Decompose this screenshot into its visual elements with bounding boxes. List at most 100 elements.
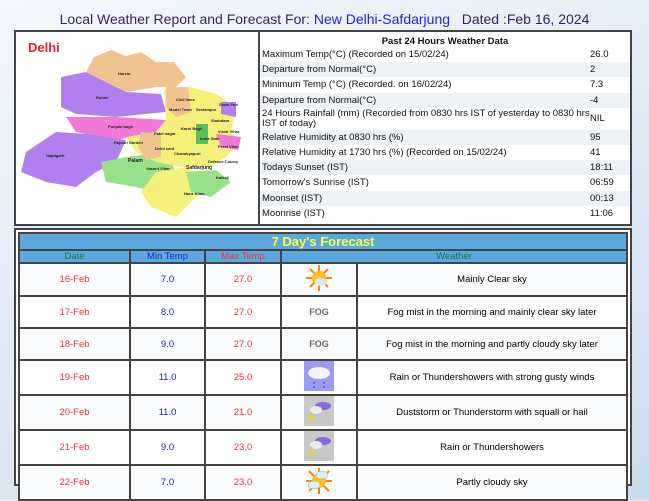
forecast-row: 20-Feb 11.0 21.0 Duststorm or Thunderstorm … — [18, 394, 628, 431]
forecast-max-temp: 23.0 — [204, 429, 282, 466]
delhi-map: Delhi Narela Rohini Civil lines Model To… — [16, 32, 260, 224]
map-labels: Narela Rohini Civil lines Model Town See… — [46, 71, 240, 196]
forecast-row: 16-Feb 7.0 27.0 Mainly Clear sky — [18, 262, 628, 297]
svg-text:Shahdara: Shahdara — [211, 118, 230, 123]
forecast-date: 20-Feb — [18, 394, 131, 431]
forecast-min-temp: 11.0 — [129, 394, 206, 431]
data-label: Moonset (IST) — [262, 192, 323, 204]
forecast-date: 19-Feb — [18, 359, 131, 396]
data-row: Maximum Temp(°C) (Recorded on 15/02/24) 2… — [260, 47, 630, 62]
svg-text:Hauz Khas: Hauz Khas — [184, 191, 205, 196]
svg-text:Vivek Vihar: Vivek Vihar — [218, 129, 240, 134]
past-24-hours-data: Past 24 Hours Weather Data Maximum Temp(… — [260, 32, 630, 224]
svg-text:Safdarjung: Safdarjung — [186, 165, 212, 171]
col-weather: Weather — [280, 249, 628, 264]
data-label: Tomorrow's Sunrise (IST) — [262, 177, 369, 189]
thunderstorm-icon — [304, 431, 334, 464]
svg-text:Preet Vihar: Preet Vihar — [218, 144, 239, 149]
forecast-weather: Rain or Thundershowers — [356, 429, 628, 466]
data-value: 11:06 — [590, 207, 614, 219]
svg-text:Delhi cant: Delhi cant — [155, 146, 175, 151]
thunderstorm-icon — [304, 396, 334, 429]
forecast-max-temp: 27.0 — [204, 327, 282, 361]
svg-text:Rohini: Rohini — [96, 95, 108, 100]
location: New Delhi-Safdarjung — [313, 11, 451, 27]
weather-icon-cell: FOG — [280, 327, 358, 361]
forecast-row: 18-Feb 9.0 27.0 FOG Fog mist in the morning … — [18, 327, 628, 361]
svg-text:Punjabi bagh: Punjabi bagh — [108, 124, 134, 129]
map-title: Delhi — [28, 40, 60, 55]
data-value: 00:13 — [590, 192, 614, 204]
data-value: -4 — [590, 94, 599, 106]
svg-text:Sewa Puri: Sewa Puri — [219, 102, 238, 107]
svg-text:Narela: Narela — [118, 71, 131, 76]
fog-icon: FOG — [309, 338, 329, 349]
svg-text:Palam: Palam — [128, 158, 143, 164]
map-image: Narela Rohini Civil lines Model Town See… — [21, 50, 241, 217]
data-label: Moonrise (IST) — [262, 207, 325, 219]
weather-icon-cell — [280, 429, 358, 466]
forecast-panel: 7 Day's Forecast Date Min Temp Max Temp … — [14, 228, 632, 501]
forecast-max-temp: 25.0 — [204, 359, 282, 396]
data-row: Relative Humidity at 1730 hrs (%) (Recor… — [260, 145, 630, 160]
svg-text:Rajouri Garden: Rajouri Garden — [114, 140, 143, 145]
data-row: Todays Sunset (IST) 18:11 — [260, 160, 630, 176]
data-label: Minimum Temp (°C) (Recorded. on 16/02/24… — [262, 79, 452, 91]
forecast-row: 19-Feb 11.0 25.0 Rain or Thundershowers wit… — [18, 359, 628, 396]
forecast-date: 22-Feb — [18, 464, 131, 501]
forecast-weather: Mainly Clear sky — [356, 262, 628, 297]
forecast-max-temp: 23.0 — [204, 464, 282, 501]
data-row: Tomorrow's Sunrise (IST) 06:59 — [260, 175, 630, 190]
data-row: Departure from Normal(°C) 2 — [260, 62, 630, 78]
data-value: 2 — [590, 64, 596, 76]
data-row: 24 Hours Rainfall (mm) (Recorded from 08… — [260, 108, 630, 130]
current-weather-panel: Delhi Narela Rohini Civil lines Model To… — [14, 30, 632, 226]
data-label: Maximum Temp(°C) (Recorded on 15/02/24) — [262, 49, 449, 61]
col-max-temp: Max Temp — [204, 249, 282, 264]
forecast-max-temp: 27.0 — [204, 295, 282, 329]
forecast-min-temp: 11.0 — [129, 359, 206, 396]
col-min-temp: Min Temp — [129, 249, 206, 264]
svg-text:Patel nagar: Patel nagar — [154, 131, 176, 136]
forecast-date: 18-Feb — [18, 327, 131, 361]
forecast-weather: Fog mist in the morning and mainly clear… — [356, 295, 628, 329]
data-row: Departure from Normal(°C) -4 — [260, 92, 630, 108]
svg-text:Najafgarh: Najafgarh — [46, 153, 65, 158]
data-value: NIL — [590, 112, 605, 124]
forecast-min-temp: 8.0 — [129, 295, 206, 329]
svg-text:Defence Colony: Defence Colony — [208, 159, 239, 164]
data-label: 24 Hours Rainfall (mm) (Recorded from 08… — [262, 107, 590, 129]
forecast-min-temp: 7.0 — [129, 464, 206, 501]
forecast-title: 7 Day's Forecast — [18, 232, 628, 251]
data-value: 7.3 — [590, 79, 604, 91]
data-label: Todays Sunset (IST) — [262, 162, 349, 174]
report-date: Dated :Feb 16, 2024 — [461, 11, 590, 27]
svg-text:Vasant Vihar: Vasant Vihar — [146, 166, 170, 171]
partly-cloudy-icon — [304, 468, 334, 499]
forecast-weather: Duststorm or Thunderstorm with squall or… — [356, 394, 628, 431]
forecast-row: 17-Feb 8.0 27.0 FOG Fog mist in the morning … — [18, 295, 628, 329]
page-title: Local Weather Report and Forecast For: N… — [59, 11, 590, 27]
data-value: 41 — [590, 147, 601, 159]
svg-text:Civil lines: Civil lines — [176, 97, 195, 102]
forecast-min-temp: 9.0 — [129, 327, 206, 361]
svg-text:Chanakyapuri: Chanakyapuri — [174, 151, 200, 156]
weather-icon-cell: FOG — [280, 295, 358, 329]
weather-icon-cell — [280, 464, 358, 501]
sun-cloud-icon — [306, 265, 332, 295]
weather-icon-cell — [280, 262, 358, 297]
forecast-weather: Partly cloudy sky — [356, 464, 628, 501]
data-label: Departure from Normal(°C) — [262, 94, 377, 106]
weather-icon-cell — [280, 394, 358, 431]
forecast-min-temp: 7.0 — [129, 262, 206, 297]
forecast-row: 22-Feb 7.0 23.0 Partly cloudy sky — [18, 464, 628, 501]
data-row: Relative Humidity at 0830 hrs (%) 95 — [260, 129, 630, 145]
data-row: Minimum Temp (°C) (Recorded. on 16/02/24… — [260, 77, 630, 92]
data-label: Relative Humidity at 0830 hrs (%) — [262, 131, 404, 143]
past-24-title: Past 24 Hours Weather Data — [381, 36, 509, 47]
svg-text:Seelampur: Seelampur — [196, 107, 217, 112]
fog-icon: FOG — [309, 306, 329, 317]
forecast-date: 17-Feb — [18, 295, 131, 329]
data-value: 06:59 — [590, 177, 614, 189]
svg-text:Kalkaji: Kalkaji — [216, 175, 229, 180]
